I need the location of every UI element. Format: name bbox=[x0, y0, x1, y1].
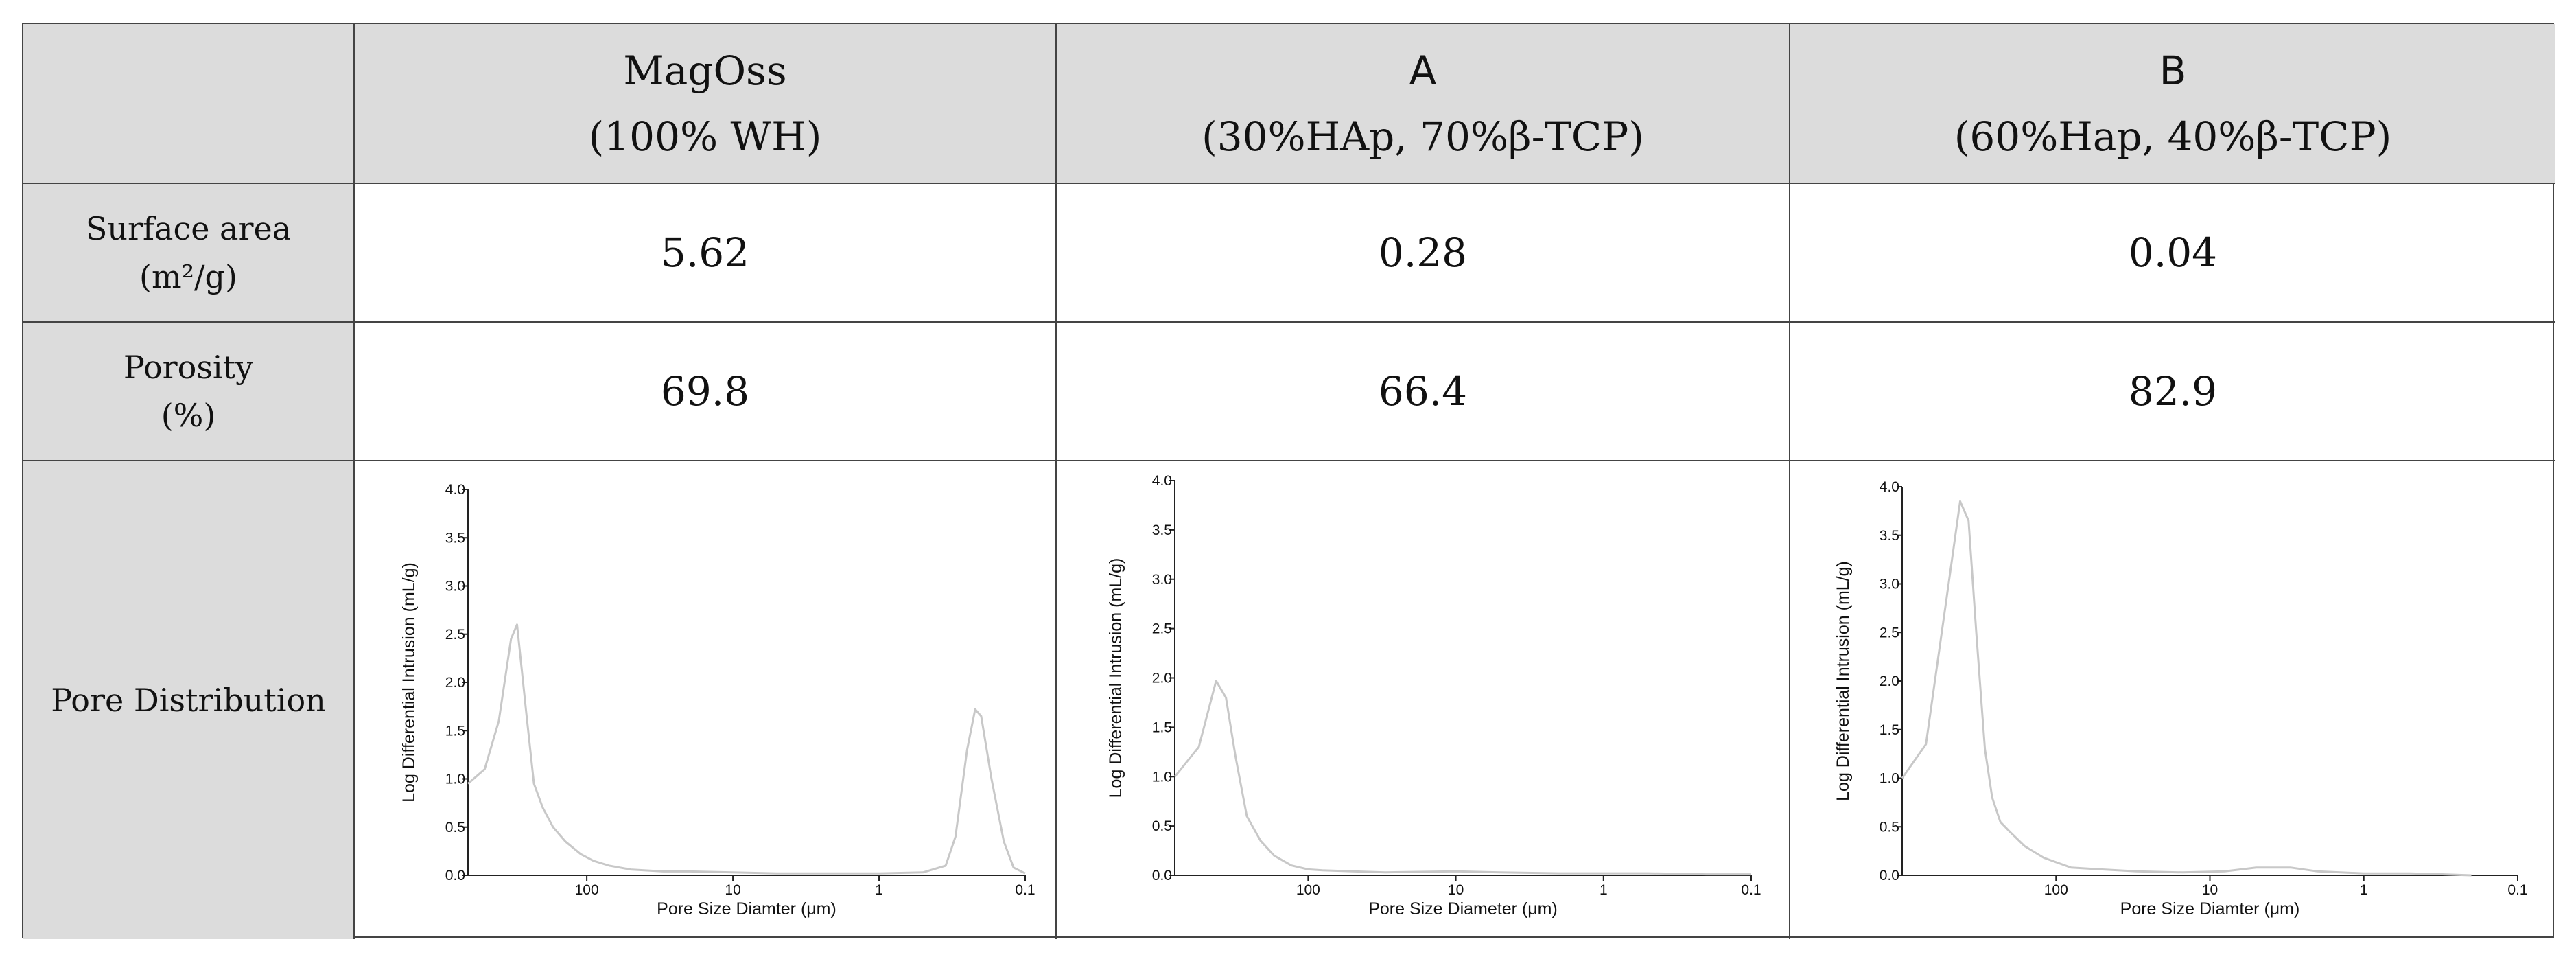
y-tick-label: 2.0 bbox=[445, 675, 465, 691]
row-label-pore-distribution: Pore Distribution bbox=[23, 461, 355, 939]
x-tick-label: 0.1 bbox=[1741, 882, 1761, 898]
y-tick-label: 4.0 bbox=[1152, 473, 1172, 489]
x-tick-label: 10 bbox=[1448, 882, 1464, 898]
y-tick-label: 4.0 bbox=[445, 482, 465, 498]
x-tick-label: 100 bbox=[575, 882, 599, 898]
x-axis-label: Pore Size Diameter (μm) bbox=[1368, 899, 1558, 919]
y-tick-label: 0.5 bbox=[445, 820, 465, 835]
y-tick-label: 0.0 bbox=[1880, 868, 1899, 884]
y-axis-label: Log Differential Intrusion (mL/g) bbox=[1834, 561, 1853, 801]
y-tick-label: 2.5 bbox=[1152, 621, 1172, 637]
header-a-name: A bbox=[1409, 47, 1437, 94]
y-axis-label: Log Differential Intrusion (mL/g) bbox=[1106, 558, 1125, 798]
row-label-surface-area-line1: Surface area bbox=[85, 210, 292, 247]
x-tick-label: 10 bbox=[725, 882, 740, 898]
y-tick-label: 0.0 bbox=[1152, 868, 1172, 884]
header-magoss-composition: (100% WH) bbox=[588, 113, 822, 160]
pore-chart-cell-magoss: 0.0 0.5 1.0 1.5 2.0 2.5 3.0 3.5 4.0 100 10 1 0.1 Pore… bbox=[355, 461, 1057, 939]
header-b: B (60%Hap, 40%β-TCP) bbox=[1790, 24, 2555, 184]
y-tick-label: 3.5 bbox=[1152, 522, 1172, 538]
pore-distribution-line bbox=[467, 623, 1026, 875]
header-corner-cell bbox=[23, 24, 355, 184]
y-tick-label: 2.0 bbox=[1152, 671, 1172, 687]
y-tick-label: 2.5 bbox=[445, 627, 465, 643]
row-label-surface-area-unit: (m²/g) bbox=[139, 258, 237, 295]
surface-area-a: 0.28 bbox=[1057, 184, 1790, 323]
row-label-pore-distribution-text: Pore Distribution bbox=[51, 682, 326, 719]
y-tick-label: 3.0 bbox=[1880, 577, 1899, 592]
header-magoss: MagOss (100% WH) bbox=[355, 24, 1057, 184]
y-tick-label: 1.5 bbox=[1880, 722, 1899, 738]
y-tick-label: 2.0 bbox=[1880, 673, 1899, 689]
x-tick-label: 0.1 bbox=[1015, 882, 1035, 898]
properties-table: MagOss (100% WH) A (30%HAp, 70%β-TCP) B … bbox=[22, 23, 2555, 939]
y-tick-label: 0.5 bbox=[1880, 819, 1899, 835]
x-tick-label: 100 bbox=[1296, 882, 1320, 898]
header-magoss-name: MagOss bbox=[623, 47, 787, 94]
header-b-name: B bbox=[2159, 47, 2187, 94]
header-a: A (30%HAp, 70%β-TCP) bbox=[1057, 24, 1790, 184]
y-tick-label: 2.5 bbox=[1880, 625, 1899, 641]
y-tick-label: 4.0 bbox=[1880, 479, 1899, 495]
y-tick-label: 0.5 bbox=[1152, 818, 1172, 834]
surface-area-b: 0.04 bbox=[1790, 184, 2555, 323]
pore-distribution-chart-b: 0.0 0.5 1.0 1.5 2.0 2.5 3.0 3.5 4.0 100 10 1 0.1 Pore… bbox=[1834, 479, 2528, 919]
x-tick-label: 10 bbox=[2202, 882, 2218, 898]
x-tick-label: 1 bbox=[875, 882, 883, 898]
y-tick-label: 1.5 bbox=[445, 723, 465, 739]
pore-chart-cell-a: 0.0 0.5 1.0 1.5 2.0 2.5 3.0 3.5 4.0 100 10 1 0.1 Pore… bbox=[1057, 461, 1790, 939]
row-label-porosity: Porosity (%) bbox=[23, 323, 355, 461]
y-tick-label: 1.5 bbox=[1152, 719, 1172, 735]
y-axis-label: Log Differential Intrusion (mL/g) bbox=[399, 562, 419, 803]
x-axis-label: Pore Size Diamter (μm) bbox=[2120, 899, 2300, 919]
y-tick-label: 3.0 bbox=[1152, 572, 1172, 588]
pore-distribution-line bbox=[1173, 680, 1751, 876]
row-label-porosity-line1: Porosity bbox=[123, 349, 254, 386]
x-tick-label: 0.1 bbox=[2507, 882, 2527, 898]
surface-area-magoss: 5.62 bbox=[355, 184, 1057, 323]
pore-distribution-chart-magoss: 0.0 0.5 1.0 1.5 2.0 2.5 3.0 3.5 4.0 100 10 1 0.1 Pore… bbox=[399, 482, 1035, 919]
porosity-a: 66.4 bbox=[1057, 323, 1790, 461]
porosity-magoss: 69.8 bbox=[355, 323, 1057, 461]
y-tick-label: 3.5 bbox=[445, 530, 465, 546]
x-tick-label: 1 bbox=[1600, 882, 1608, 898]
y-tick-label: 1.0 bbox=[1152, 769, 1172, 785]
pore-distribution-chart-a: 0.0 0.5 1.0 1.5 2.0 2.5 3.0 3.5 4.0 100 10 1 0.1 Pore… bbox=[1106, 473, 1761, 919]
porosity-b: 82.9 bbox=[1790, 323, 2555, 461]
x-axis-label: Pore Size Diamter (μm) bbox=[657, 899, 836, 919]
pore-distribution-line bbox=[1901, 500, 2472, 877]
header-b-composition: (60%Hap, 40%β-TCP) bbox=[1954, 113, 2392, 160]
pore-chart-cell-b: 0.0 0.5 1.0 1.5 2.0 2.5 3.0 3.5 4.0 100 10 1 0.1 Pore… bbox=[1790, 461, 2555, 939]
header-a-composition: (30%HAp, 70%β-TCP) bbox=[1202, 113, 1644, 160]
y-tick-label: 0.0 bbox=[445, 868, 465, 884]
row-label-surface-area: Surface area (m²/g) bbox=[23, 184, 355, 323]
row-label-porosity-unit: (%) bbox=[161, 397, 216, 434]
x-tick-label: 1 bbox=[2360, 882, 2368, 898]
y-tick-label: 3.5 bbox=[1880, 528, 1899, 544]
y-tick-label: 1.0 bbox=[445, 772, 465, 787]
x-tick-label: 100 bbox=[2044, 882, 2068, 898]
y-tick-label: 3.0 bbox=[445, 579, 465, 595]
y-tick-label: 1.0 bbox=[1880, 771, 1899, 787]
